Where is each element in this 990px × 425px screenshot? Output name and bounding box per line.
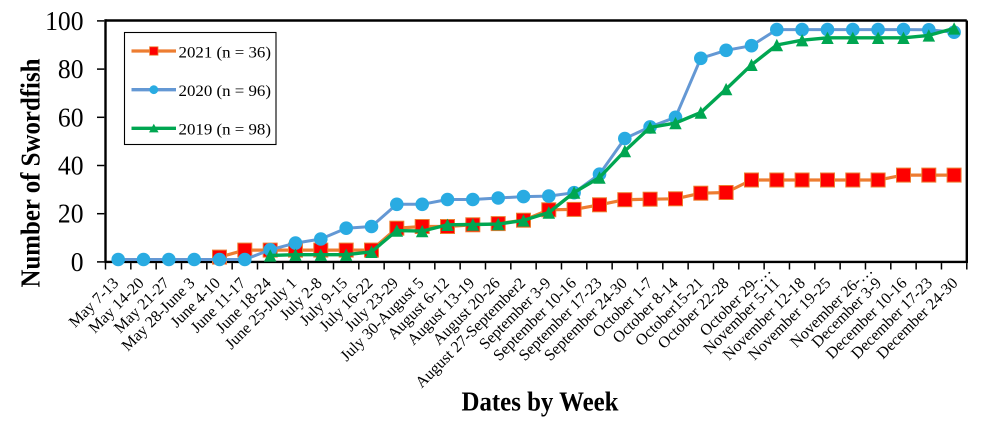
svg-text:40: 40 [58, 151, 84, 181]
svg-text:2020 (n = 96): 2020 (n = 96) [179, 82, 272, 100]
svg-text:2021 (n = 36): 2021 (n = 36) [179, 43, 272, 61]
svg-text:60: 60 [58, 102, 84, 132]
svg-text:2019 (n = 98): 2019 (n = 98) [179, 121, 272, 139]
svg-text:20: 20 [58, 199, 84, 229]
svg-text:0: 0 [71, 247, 84, 277]
svg-text:Dates by Week: Dates by Week [462, 387, 619, 417]
svg-text:100: 100 [45, 6, 83, 36]
svg-text:Number of Swordfish: Number of Swordfish [15, 59, 46, 288]
svg-text:80: 80 [58, 54, 84, 84]
